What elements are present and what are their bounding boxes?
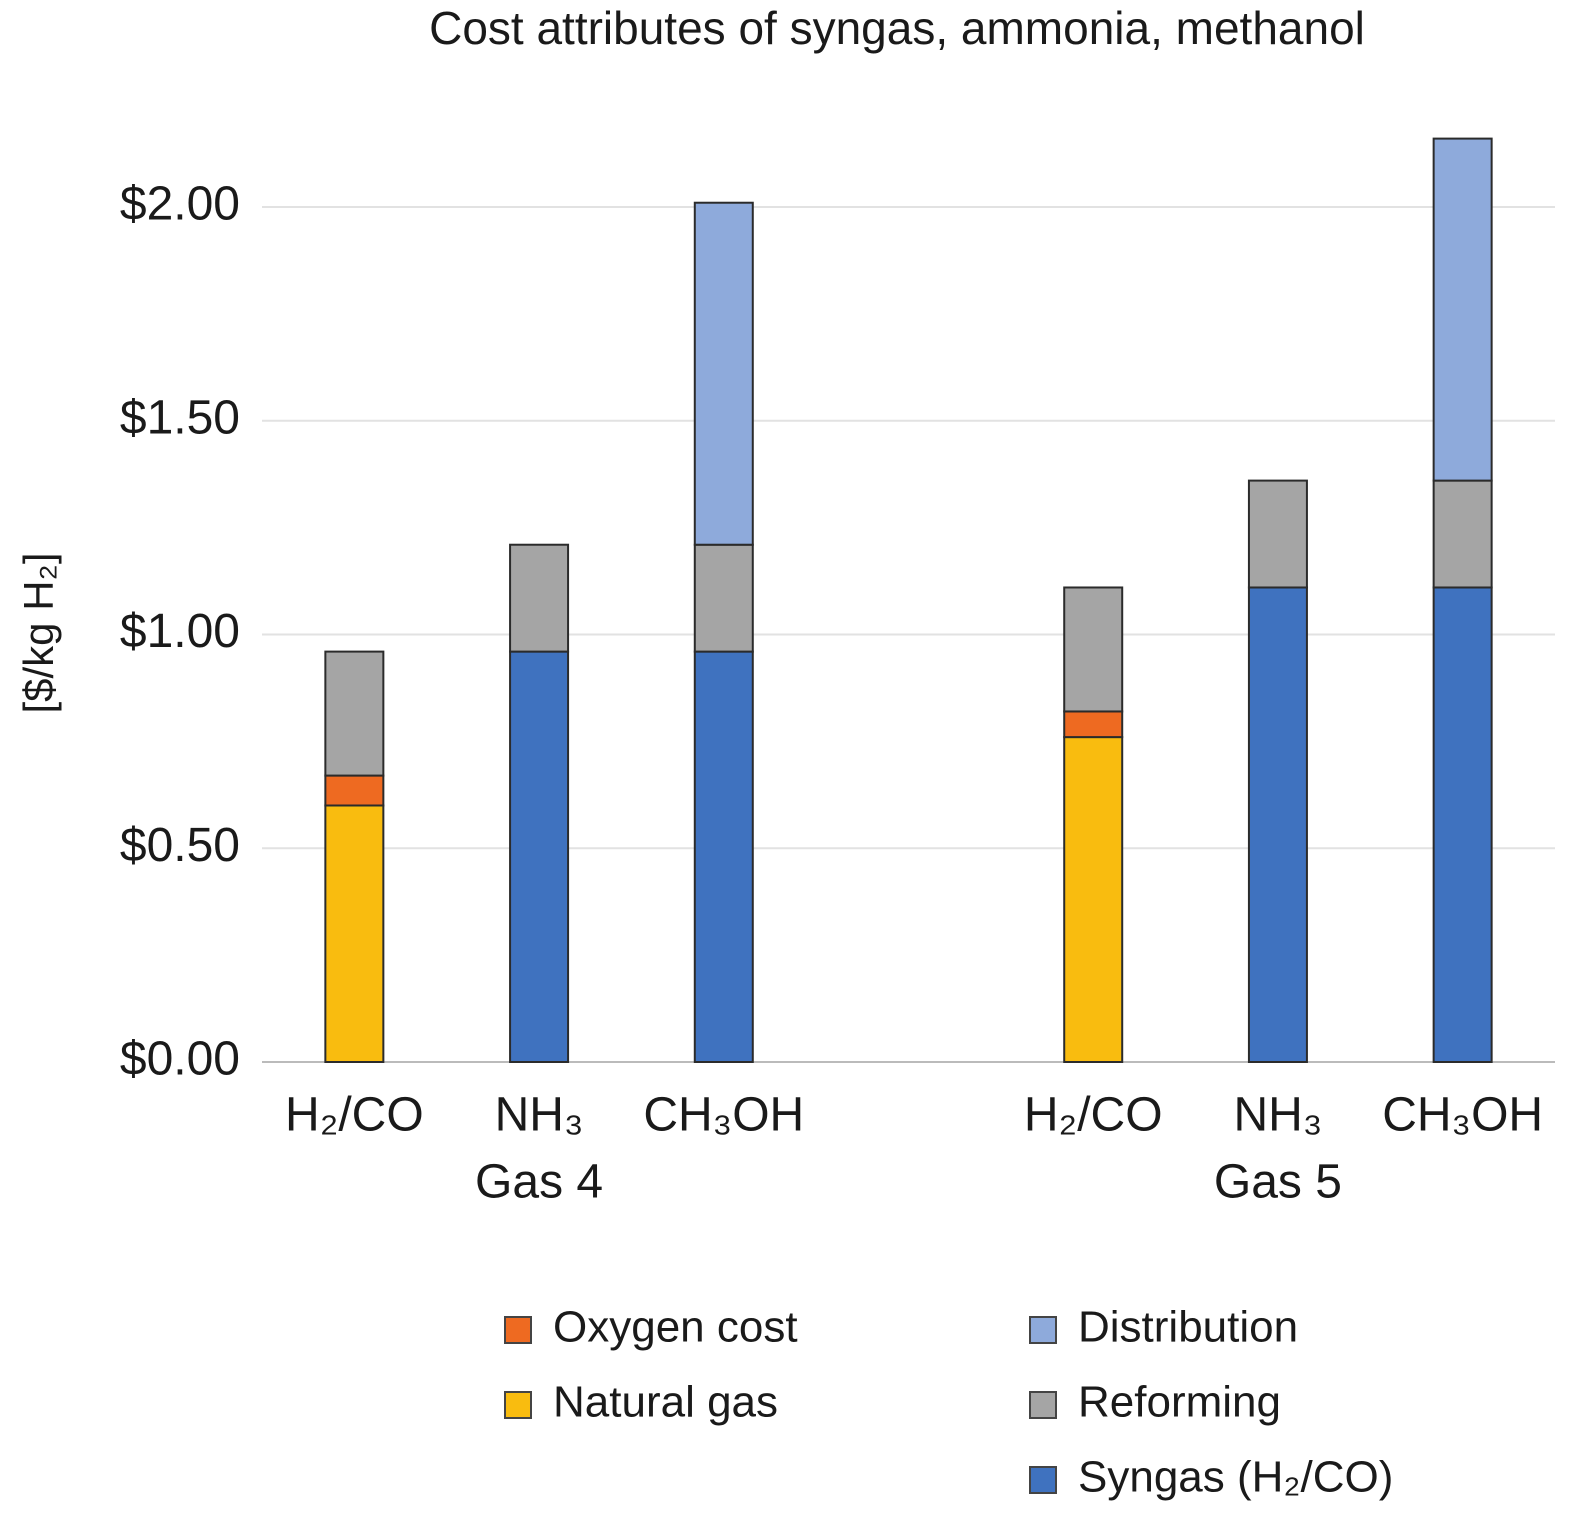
bar-segment	[1432, 586, 1493, 1063]
legend-label: Syngas (H₂/CO)	[1078, 1453, 1393, 1502]
legend-swatch	[1029, 1466, 1057, 1494]
bar-segment	[509, 650, 570, 1063]
x-tick-label: H₂/CO	[285, 1089, 424, 1142]
group-label: Gas 5	[1214, 1156, 1342, 1209]
x-tick-label: NH₃	[495, 1089, 584, 1142]
bar-segment	[1247, 586, 1308, 1063]
bar-segment	[1247, 479, 1308, 589]
x-tick-label: CH₃OH	[1382, 1089, 1543, 1142]
bar-segment	[1432, 479, 1493, 589]
chart-title: Cost attributes of syngas, ammonia, meth…	[429, 2, 1365, 54]
x-tick-label: CH₃OH	[643, 1089, 804, 1142]
legend-swatch	[1029, 1391, 1057, 1419]
bar-segment	[324, 774, 385, 807]
bar-segment	[1063, 710, 1124, 739]
y-tick-label: $0.50	[120, 819, 240, 872]
legend-label: Reforming	[1078, 1378, 1281, 1427]
bar-segment	[693, 543, 754, 653]
bar-segment	[324, 804, 385, 1063]
legend-label: Natural gas	[553, 1378, 778, 1427]
bar-segment	[1063, 586, 1124, 713]
x-tick-label: H₂/CO	[1024, 1089, 1163, 1142]
bar-segment	[509, 543, 570, 653]
y-tick-label: $0.00	[120, 1033, 240, 1086]
legend-label: Distribution	[1078, 1303, 1298, 1352]
bar-segment	[1063, 736, 1124, 1063]
y-axis-label: [$/kg H₂]	[15, 552, 62, 713]
group-label: Gas 4	[475, 1156, 603, 1209]
legend-swatch	[504, 1316, 532, 1344]
bar-segment	[693, 650, 754, 1063]
x-tick-label: NH₃	[1233, 1089, 1322, 1142]
y-tick-label: $1.50	[120, 391, 240, 444]
bar-segment	[1432, 137, 1493, 482]
legend-swatch	[1029, 1316, 1057, 1344]
legend-label: Oxygen cost	[553, 1303, 798, 1352]
y-tick-label: $2.00	[120, 178, 240, 231]
bar-segment	[324, 650, 385, 777]
bar-segment	[693, 201, 754, 546]
y-tick-label: $1.00	[120, 605, 240, 658]
legend-swatch	[504, 1391, 532, 1419]
